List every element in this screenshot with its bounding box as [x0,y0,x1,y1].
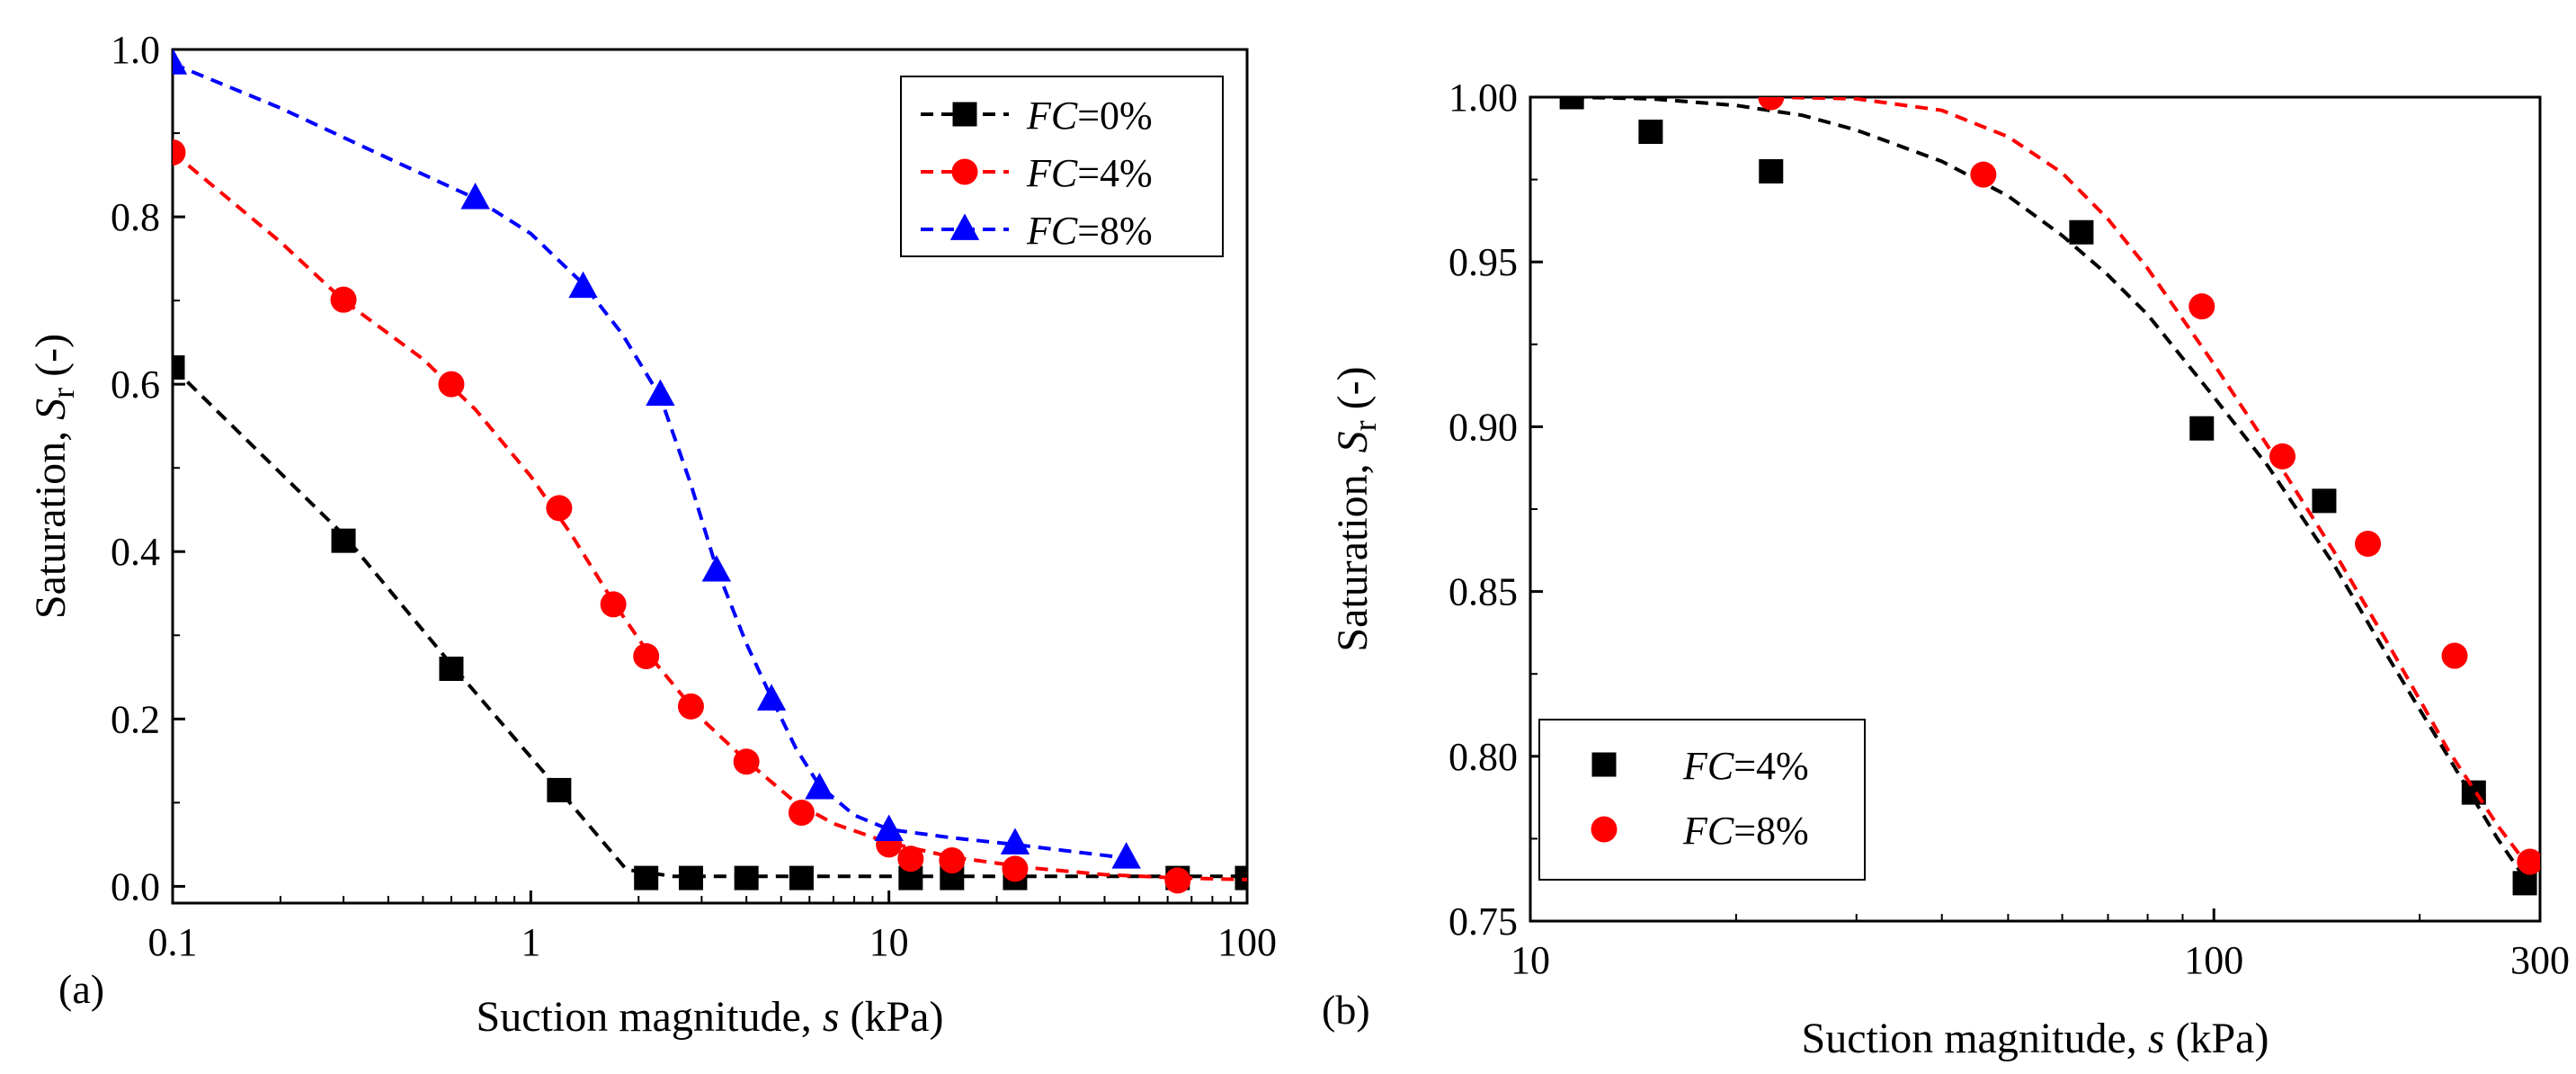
data-point-fc-0 [789,865,814,891]
legend-label-fc-0: FC=0% [1026,94,1153,138]
fit-line-fc-4 [173,150,1247,882]
plot-frame-a [171,48,1249,905]
y-tick-label-b: 0.95 [1448,240,1518,284]
y-tick-label-b: 1.00 [1448,76,1518,120]
legend-box-b [1538,719,1866,881]
data-point-fc-4 [2189,416,2215,441]
data-point-fc-4 [2069,219,2094,245]
data-point-fc-8 [701,555,732,582]
x-tick-label-b: 300 [2510,938,2570,982]
data-point-fc-4 [1164,867,1191,894]
data-point-fc-4 [1559,97,1584,110]
data-point-fc-4 [633,643,660,670]
x-tick-label-a: 100 [1217,920,1277,964]
legend-marker-fc-0 [952,102,977,127]
legend-label-fc-4: FC=4% [1026,151,1153,195]
y-tick-label-a: 0.8 [111,195,160,239]
fit-line-fc-0 [173,366,1247,879]
x-tick-label-a: 10 [869,920,909,964]
data-point-fc-4 [1638,119,1663,144]
y-tick-label-b: 0.90 [1448,405,1518,449]
data-point-fc-4 [173,139,186,166]
data-point-fc-8 [756,684,787,711]
data-point-fc-4 [2312,488,2337,514]
y-axis-label-b: Saturation, Sr (-) [1329,366,1383,651]
x-tick-label-a: 0.1 [148,920,198,964]
y-tick-label-b: 0.80 [1448,735,1518,779]
data-point-fc-0 [634,865,659,891]
data-point-fc-4 [897,846,924,873]
y-tick-label-a: 0.0 [111,864,160,908]
y-tick-label-a: 1.0 [111,28,160,72]
plot-area-b [1559,97,2540,896]
data-point-fc-0 [331,528,356,553]
data-point-fc-0 [173,355,185,380]
data-point-fc-8 [1111,842,1141,869]
y-axis-label-a: Saturation, Sr (-) [27,334,81,619]
data-point-fc-8 [646,379,675,407]
data-point-fc-8 [460,183,490,210]
data-point-fc-8 [805,772,834,800]
legend-marker-fc-8 [949,213,980,240]
data-point-fc-0 [439,656,464,681]
panel-label-b: (b) [1322,987,1370,1033]
legend-marker-fc-4 [1591,752,1617,777]
legend-b: FC=4% FC=8% [1538,719,1866,881]
data-point-fc-4 [1759,158,1784,183]
data-point-fc-4 [733,748,760,775]
data-point-fc-0 [547,777,572,802]
x-axis-label-b: Suction magnitude, s (kPa) [1802,1015,2269,1062]
data-point-fc-8 [2355,530,2382,557]
x-axis-label-a: Suction magnitude, s (kPa) [477,993,944,1041]
data-point-fc-4 [2512,871,2537,896]
data-point-fc-8 [173,49,188,75]
y-tick-label-b: 0.75 [1448,899,1518,944]
data-point-fc-0 [678,865,703,891]
series-fc-4-a [173,139,1247,894]
legend-marker-fc-4 [951,158,978,185]
data-point-fc-8 [568,271,598,299]
data-point-fc-4 [1002,855,1029,882]
data-point-fc-0 [1235,865,1247,891]
data-point-fc-8 [1000,828,1030,855]
data-point-fc-4 [600,591,627,618]
data-point-fc-4 [788,800,815,827]
data-point-fc-8 [2517,848,2540,875]
series-fc-4-b [1559,97,2537,896]
fit-line-fc-8 [1770,97,2532,870]
chart-panel-b: 0.75 0.80 0.85 0.90 0.95 1.00 10 100 300 Suction … [1322,76,2570,1062]
data-point-fc-4 [677,693,704,720]
x-tick-label-b: 100 [2184,938,2243,982]
data-point-fc-4 [939,847,966,874]
series-fc-8-b [1758,97,2540,875]
fit-line-fc-4 [1572,97,2527,880]
legend-label-fc-8: FC=8% [1026,209,1153,253]
x-tick-label-b: 10 [1511,938,1550,982]
series-fc-0-a [173,355,1247,891]
data-point-fc-4 [546,495,573,522]
data-point-fc-8 [1970,161,1997,188]
data-point-fc-8 [2269,443,2296,470]
data-point-fc-8 [2441,642,2468,669]
y-tick-label-a: 0.6 [111,362,160,407]
series-fc-8-a [173,49,1141,869]
data-point-fc-8 [2188,293,2215,320]
data-point-fc-0 [734,865,759,891]
legend-label-fc-4: FC=4% [1682,744,1809,788]
data-point-fc-8 [1758,97,1785,111]
data-point-fc-4 [438,371,465,398]
legend-label-fc-8: FC=8% [1682,809,1809,853]
legend-a: FC=0% FC=4% FC=8% [900,76,1224,257]
y-tick-label-a: 0.4 [111,530,160,574]
chart-panel-a: 0.0 0.2 0.4 0.6 0.8 1.0 0.1 1 10 100 Suction magni… [27,28,1277,1041]
data-point-fc-4 [330,286,357,313]
plot-area-a [173,49,1247,894]
y-tick-label-b: 0.85 [1448,570,1518,614]
legend-marker-fc-8 [1591,816,1618,843]
data-point-fc-8 [874,814,904,841]
panel-label-a: (a) [58,966,104,1012]
y-tick-label-a: 0.2 [111,697,160,741]
x-tick-label-a: 1 [521,920,540,964]
